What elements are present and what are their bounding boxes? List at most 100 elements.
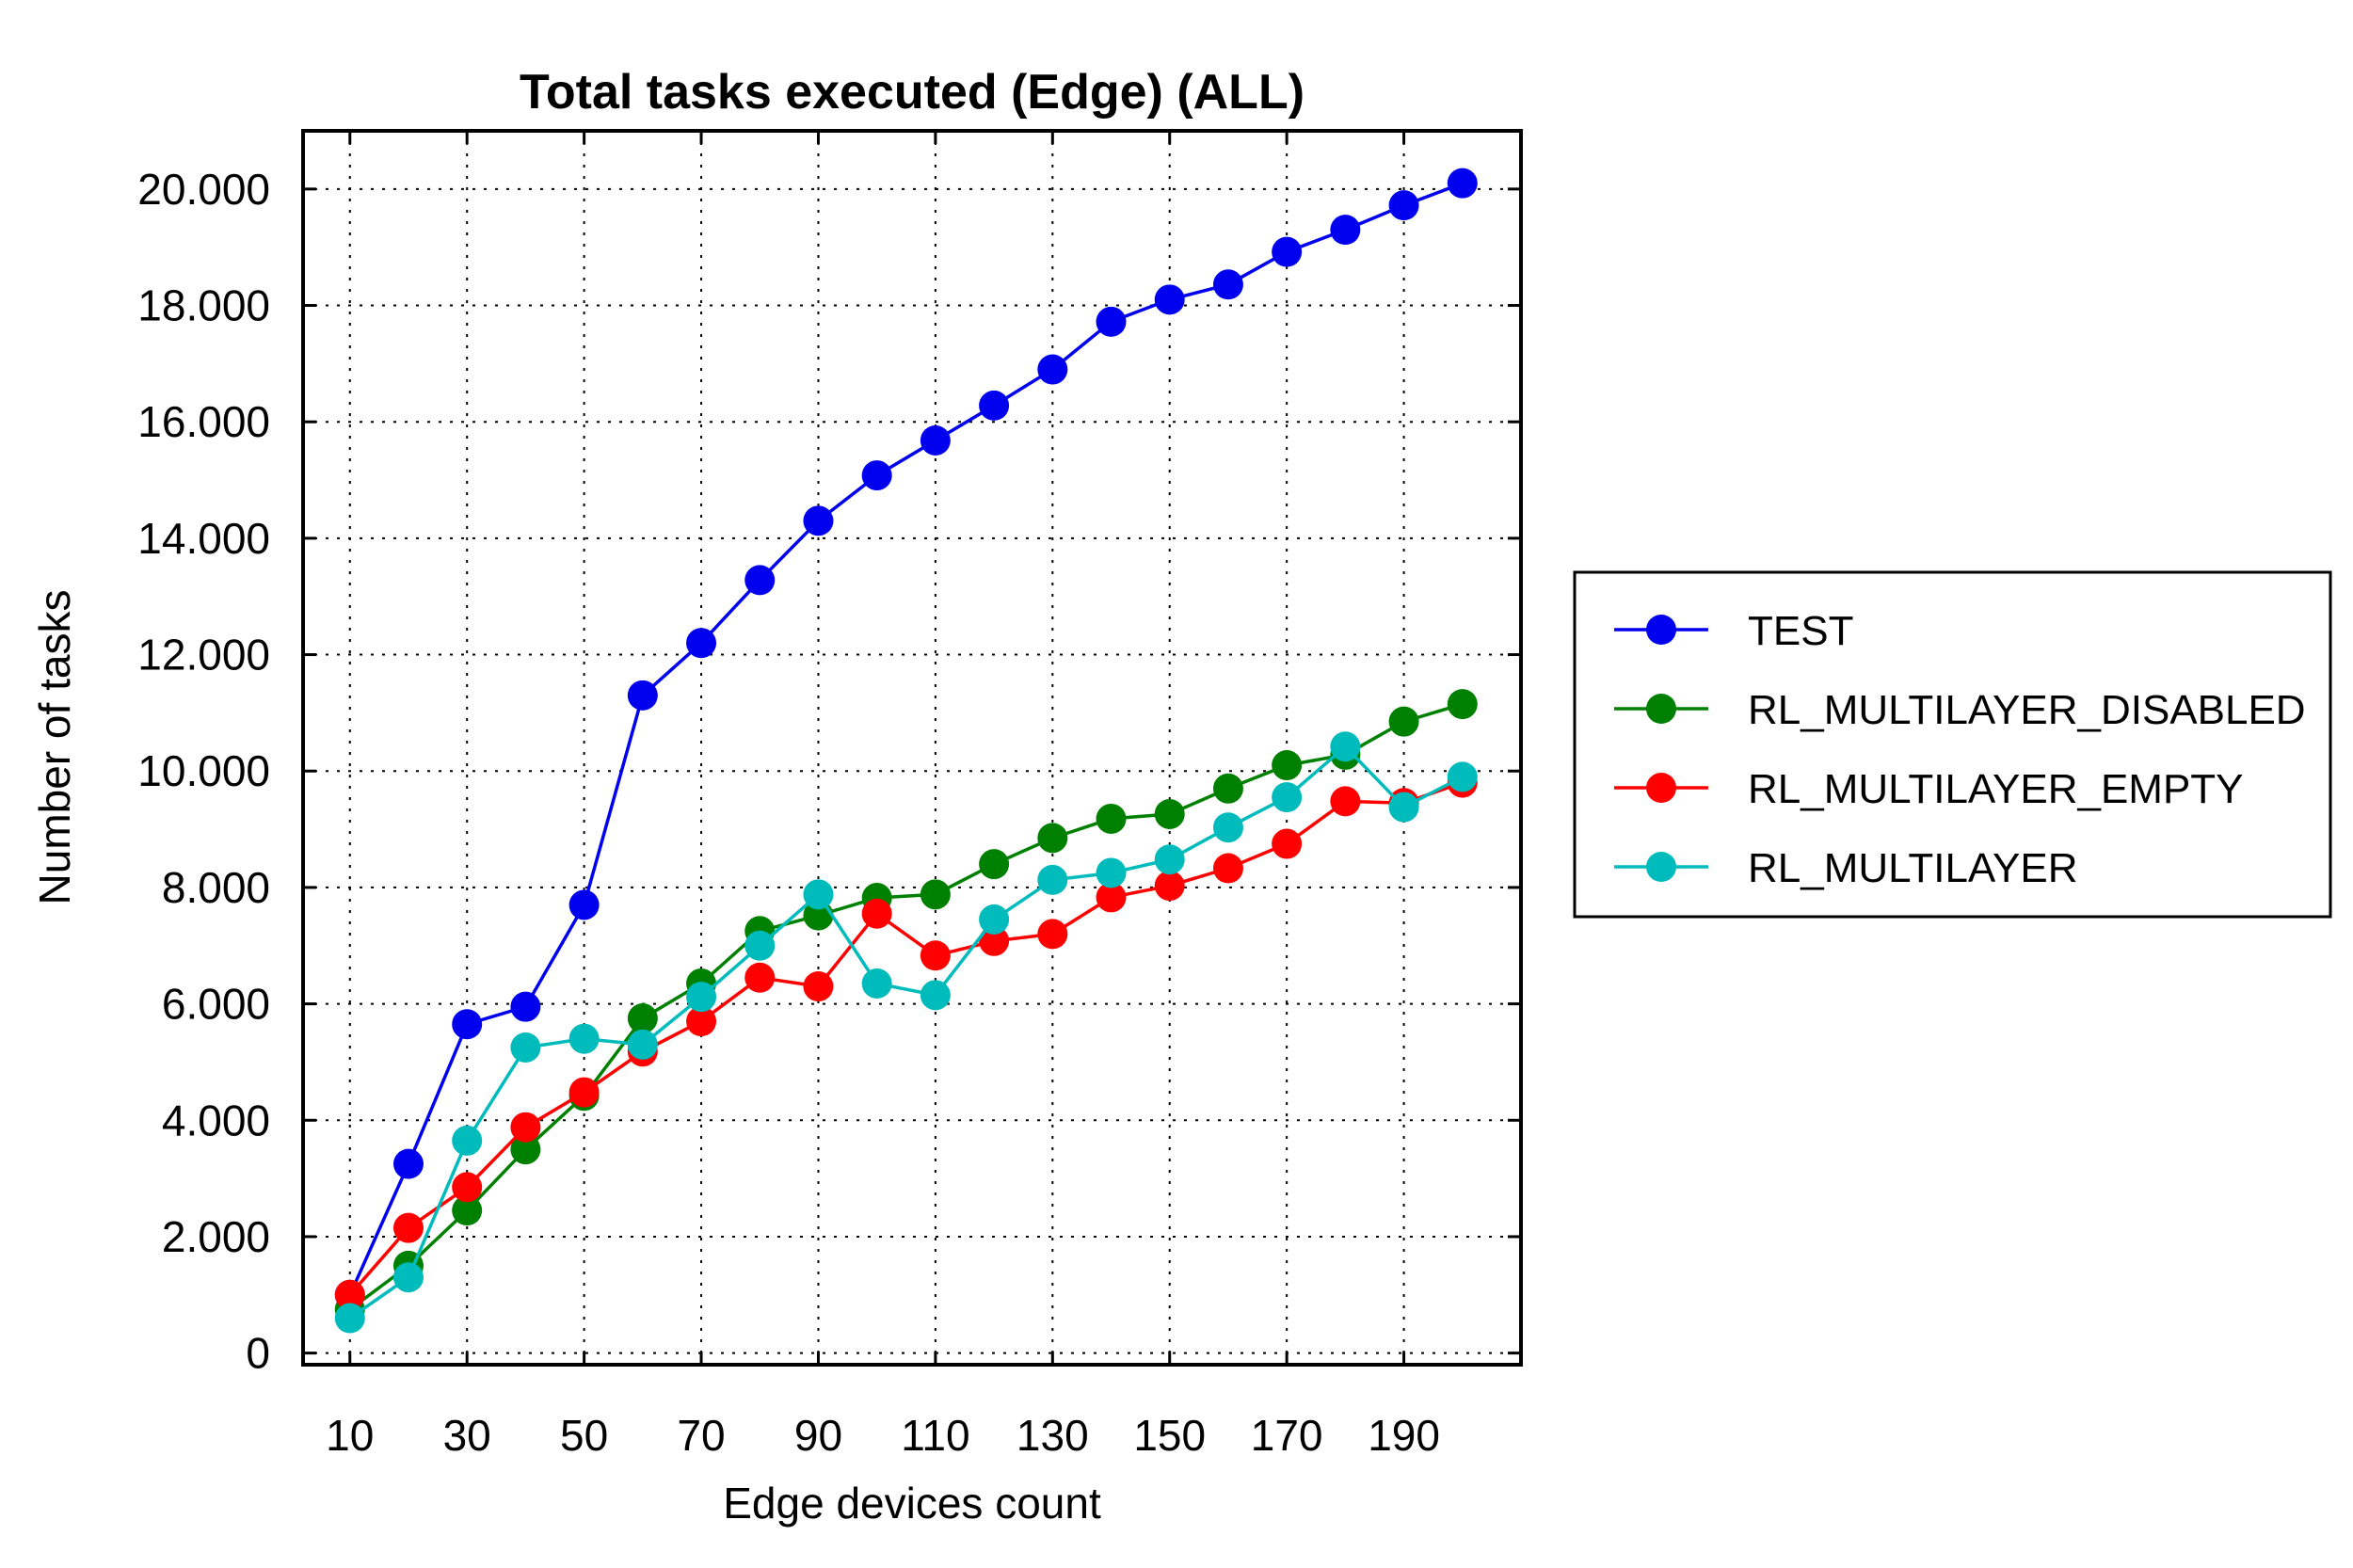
x-axis-tick-labels: 10 30 50 70 90 110 130 150 170 190	[326, 1411, 1440, 1460]
data-point	[1212, 812, 1243, 843]
data-point	[1272, 236, 1303, 267]
data-point	[510, 1134, 541, 1165]
data-point	[392, 1212, 424, 1243]
y-axis-label: Number of tasks	[30, 590, 79, 905]
legend-item: RL_MULTILAYER_EMPTY	[1614, 766, 2244, 812]
legend-item: TEST	[1614, 608, 1853, 654]
plot-area-frame	[301, 129, 1523, 1367]
data-point	[452, 1195, 483, 1226]
data-point	[686, 982, 717, 1013]
chart-title: Total tasks executed (Edge) (ALL)	[520, 65, 1305, 120]
data-point	[1447, 168, 1478, 199]
data-point	[920, 879, 951, 910]
y-axis-tick-labels: 0 2.000 4.000 6.000 8.000 10.000 12.000 14.000 1…	[137, 165, 270, 1378]
x-tick-label: 30	[443, 1411, 491, 1460]
y-tick-label: 18.000	[137, 281, 270, 330]
data-point	[1330, 215, 1361, 246]
data-point	[861, 898, 892, 929]
data-point	[1154, 871, 1185, 902]
x-tick-label: 10	[326, 1411, 374, 1460]
data-point	[803, 879, 834, 910]
data-point	[1154, 844, 1185, 875]
data-point	[334, 1279, 365, 1310]
data-point	[979, 390, 1010, 421]
data-point	[1330, 786, 1361, 817]
data-point	[1096, 857, 1127, 888]
data-point	[803, 505, 834, 536]
data-point	[744, 565, 776, 596]
data-point	[334, 1303, 365, 1334]
x-tick-label: 170	[1251, 1411, 1323, 1460]
legend: TEST RL_MULTILAYER_DISABLED RL_MULTILAYER_…	[1573, 570, 2332, 919]
data-point	[568, 1077, 600, 1108]
data-point	[1388, 706, 1419, 737]
data-point	[1447, 761, 1478, 792]
data-point	[510, 1032, 541, 1063]
y-tick-label: 12.000	[137, 631, 270, 680]
legend-label: RL_MULTILAYER_EMPTY	[1748, 766, 2244, 812]
legend-marker	[1646, 615, 1676, 645]
y-tick-label: 0	[246, 1329, 270, 1378]
legend-label: TEST	[1748, 608, 1853, 654]
y-tick-label: 14.000	[137, 514, 270, 563]
data-point	[1154, 284, 1185, 315]
x-tick-label: 190	[1368, 1411, 1440, 1460]
data-point	[1154, 798, 1185, 829]
legend-marker	[1646, 773, 1676, 803]
data-point	[1212, 853, 1243, 884]
data-point	[452, 1172, 483, 1203]
y-tick-label: 2.000	[162, 1212, 270, 1261]
data-point	[1447, 689, 1478, 720]
data-point	[744, 962, 776, 993]
data-point	[452, 1125, 483, 1156]
data-point	[979, 904, 1010, 935]
data-point	[1272, 750, 1303, 781]
data-point	[1037, 864, 1068, 895]
legend-marker	[1646, 852, 1676, 882]
data-point	[920, 940, 951, 971]
data-point	[1272, 782, 1303, 813]
grid-lines	[303, 131, 1521, 1365]
data-point	[861, 968, 892, 999]
data-point	[510, 1112, 541, 1143]
data-point	[803, 971, 834, 1002]
x-tick-label: 150	[1133, 1411, 1206, 1460]
data-point	[1096, 306, 1127, 337]
data-point	[1330, 731, 1361, 762]
x-tick-label: 50	[560, 1411, 608, 1460]
y-tick-label: 16.000	[137, 397, 270, 446]
data-point	[568, 1023, 600, 1054]
data-point	[627, 680, 658, 711]
data-point	[627, 1003, 658, 1034]
y-tick-label: 8.000	[162, 863, 270, 912]
x-tick-label: 90	[794, 1411, 842, 1460]
series-test	[334, 168, 1478, 1310]
y-tick-label: 10.000	[137, 746, 270, 795]
data-point	[510, 991, 541, 1022]
data-point	[979, 849, 1010, 880]
data-point	[1388, 792, 1419, 823]
data-point	[686, 1006, 717, 1037]
data-point	[1037, 823, 1068, 854]
data-point	[920, 980, 951, 1011]
x-tick-label: 70	[677, 1411, 725, 1460]
data-point	[1272, 828, 1303, 859]
data-point	[1096, 882, 1127, 913]
data-point	[920, 424, 951, 456]
data-point	[979, 925, 1010, 956]
data-point	[744, 930, 776, 961]
legend-item: RL_MULTILAYER	[1614, 845, 2077, 891]
y-tick-label: 20.000	[137, 165, 270, 214]
data-point	[861, 460, 892, 491]
data-point	[686, 628, 717, 659]
series-layer	[334, 168, 1478, 1334]
data-point	[568, 889, 600, 920]
x-axis-label: Edge devices count	[723, 1479, 1101, 1528]
data-point	[1037, 919, 1068, 950]
data-point	[1212, 269, 1243, 300]
data-point	[1388, 190, 1419, 221]
x-tick-label: 110	[901, 1411, 969, 1460]
y-tick-label: 6.000	[162, 980, 270, 1029]
data-point	[1212, 773, 1243, 804]
